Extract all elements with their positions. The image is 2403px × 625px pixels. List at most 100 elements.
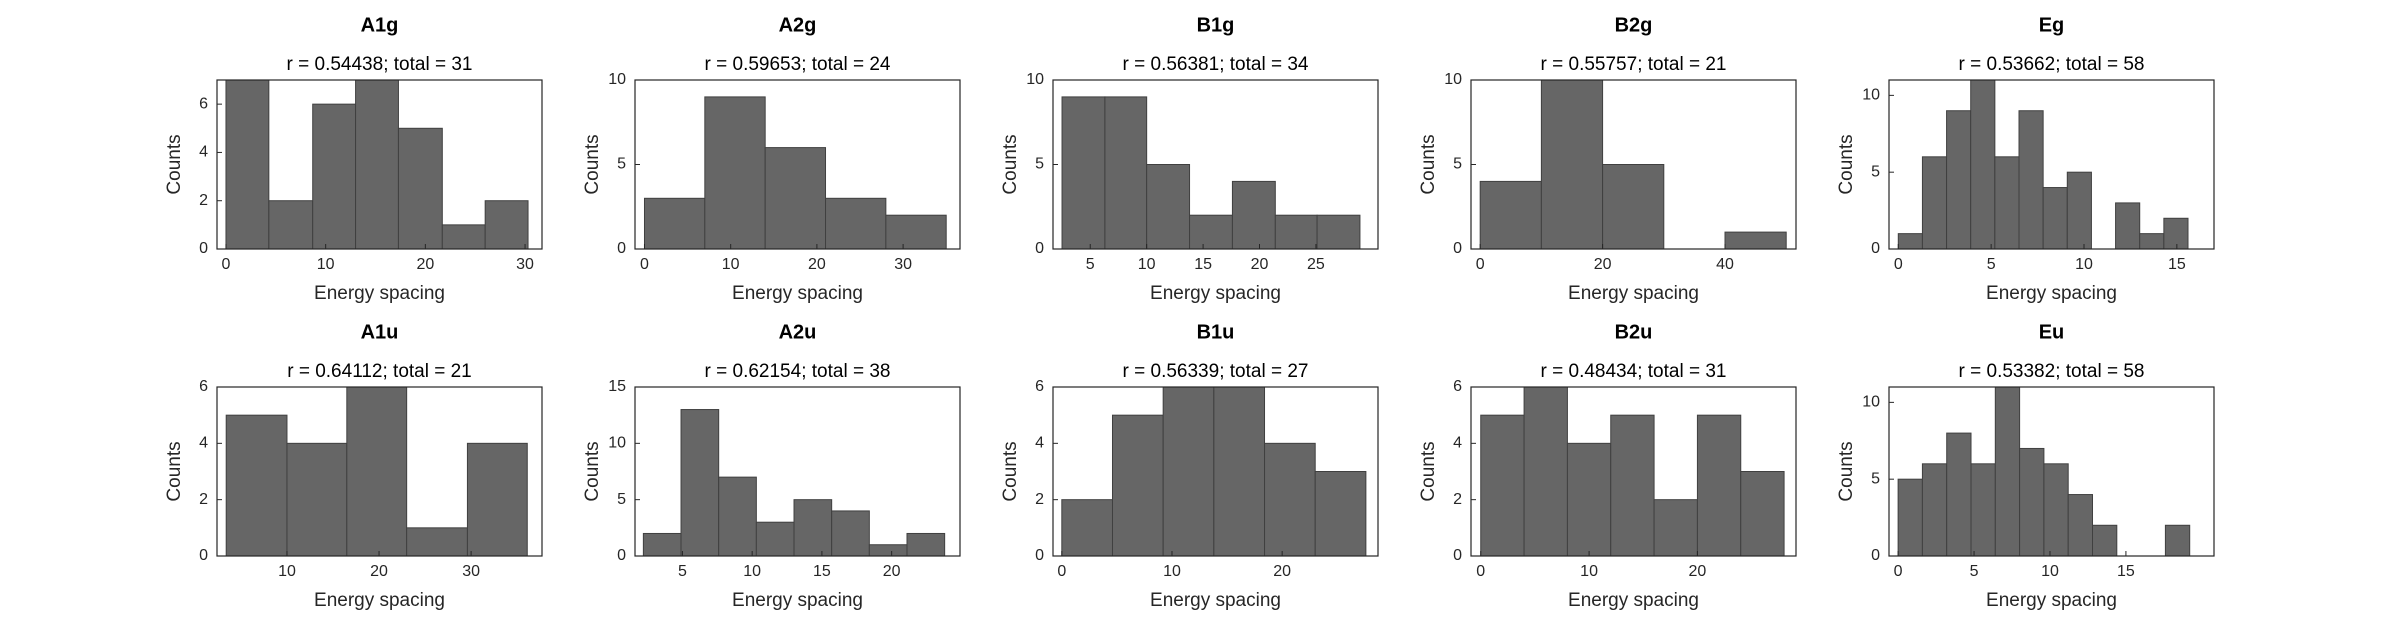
chart-title: B2g bbox=[1615, 14, 1653, 36]
bar bbox=[1314, 471, 1367, 557]
y-tick-label: 4 bbox=[199, 144, 208, 161]
chart-title: A1u bbox=[361, 321, 399, 343]
bar bbox=[1921, 463, 1948, 557]
bar bbox=[1061, 96, 1106, 250]
bar bbox=[704, 96, 766, 250]
bar bbox=[286, 442, 348, 557]
chart-subtitle: r = 0.53662; total = 58 bbox=[1959, 54, 2145, 75]
y-tick-label: 2 bbox=[1453, 491, 1462, 508]
axes-box bbox=[634, 386, 961, 557]
y-tick-label: 5 bbox=[1035, 156, 1044, 173]
bar bbox=[680, 409, 720, 557]
y-tick-label: 10 bbox=[1862, 87, 1880, 104]
y-axis-label: Counts bbox=[1418, 441, 1439, 501]
y-tick-label: 10 bbox=[608, 71, 626, 88]
y-tick-label: 2 bbox=[199, 491, 208, 508]
bar bbox=[1970, 79, 1996, 250]
y-axis-label: Counts bbox=[1000, 134, 1021, 194]
chart-title: B1g bbox=[1197, 14, 1235, 36]
chart-title: B1u bbox=[1197, 321, 1235, 343]
bar bbox=[2043, 463, 2069, 557]
y-tick-label: 10 bbox=[608, 435, 626, 452]
y-tick-label: 0 bbox=[1871, 240, 1880, 257]
bar bbox=[1146, 164, 1191, 250]
chart-subtitle: r = 0.48434; total = 31 bbox=[1541, 361, 1727, 382]
y-tick-label: 0 bbox=[1871, 547, 1880, 564]
y-tick-label: 6 bbox=[199, 95, 208, 112]
x-tick-label: 0 bbox=[1894, 256, 1903, 273]
x-axis-label: Energy spacing bbox=[314, 283, 445, 304]
y-tick-label: 10 bbox=[1026, 71, 1044, 88]
chart-subtitle: r = 0.62154; total = 38 bbox=[705, 361, 891, 382]
bar bbox=[764, 147, 827, 250]
y-tick-label: 6 bbox=[1453, 378, 1462, 395]
bar bbox=[831, 510, 870, 557]
bar bbox=[1897, 233, 1923, 250]
x-tick-label: 15 bbox=[813, 563, 831, 580]
y-tick-label: 10 bbox=[1444, 71, 1462, 88]
bar bbox=[642, 532, 682, 557]
bar bbox=[1189, 214, 1233, 250]
y-axis-label: Counts bbox=[164, 441, 185, 501]
chart-subtitle: r = 0.56339; total = 27 bbox=[1123, 361, 1309, 382]
bar bbox=[1994, 386, 2021, 557]
bar bbox=[1897, 478, 1923, 557]
bar bbox=[1610, 414, 1655, 557]
bar bbox=[1946, 110, 1972, 250]
x-tick-label: 10 bbox=[1580, 563, 1598, 580]
y-axis-label: Counts bbox=[582, 441, 603, 501]
y-tick-label: 6 bbox=[199, 378, 208, 395]
x-tick-label: 20 bbox=[1251, 256, 1269, 273]
x-tick-label: 10 bbox=[2075, 256, 2093, 273]
subplot: 0 5 10 15 0 5 10 Eg r = 0.53662; total = 58 Energ… bbox=[1836, 14, 2215, 304]
axes-box bbox=[1470, 386, 1797, 557]
bar bbox=[2139, 233, 2165, 250]
y-tick-label: 2 bbox=[199, 192, 208, 209]
y-tick-label: 0 bbox=[1035, 547, 1044, 564]
bar bbox=[484, 200, 529, 250]
bar bbox=[1231, 180, 1276, 250]
bar bbox=[1602, 164, 1665, 250]
bar bbox=[2042, 187, 2068, 250]
x-tick-label: 0 bbox=[1057, 563, 1066, 580]
y-axis-label: Counts bbox=[164, 134, 185, 194]
y-axis-label: Counts bbox=[1000, 441, 1021, 501]
subplot: 0 10 20 30 0 5 10 A2g r = 0.59653; total = 24 Ene… bbox=[582, 14, 961, 304]
chart-title: A2g bbox=[779, 14, 817, 36]
x-tick-label: 20 bbox=[883, 563, 901, 580]
y-tick-label: 0 bbox=[617, 240, 626, 257]
bar bbox=[1480, 414, 1525, 557]
y-tick-label: 5 bbox=[1871, 163, 1880, 180]
x-axis-label: Energy spacing bbox=[732, 590, 863, 611]
bar bbox=[1479, 180, 1542, 250]
x-tick-label: 0 bbox=[1476, 256, 1485, 273]
bar bbox=[1724, 231, 1787, 250]
bar bbox=[825, 197, 887, 250]
bar bbox=[1540, 79, 1604, 250]
x-tick-label: 20 bbox=[1273, 563, 1291, 580]
bar bbox=[2019, 447, 2045, 557]
y-tick-label: 0 bbox=[617, 547, 626, 564]
x-tick-label: 20 bbox=[416, 256, 434, 273]
bar bbox=[1213, 386, 1266, 557]
x-axis-label: Energy spacing bbox=[1568, 590, 1699, 611]
bar bbox=[1970, 463, 1996, 557]
bar bbox=[1104, 96, 1148, 250]
bar bbox=[2066, 171, 2092, 250]
x-tick-label: 0 bbox=[1894, 563, 1903, 580]
y-tick-label: 5 bbox=[617, 491, 626, 508]
bar bbox=[1946, 432, 1972, 557]
subplot: 0 20 40 0 5 10 B2g r = 0.55757; total = 21 Energ… bbox=[1418, 14, 1797, 304]
bar bbox=[346, 386, 408, 557]
x-tick-label: 0 bbox=[1476, 563, 1485, 580]
bar bbox=[1566, 442, 1612, 557]
chart-title: B2u bbox=[1615, 321, 1653, 343]
x-tick-label: 10 bbox=[278, 563, 296, 580]
bar bbox=[2163, 217, 2189, 250]
bar bbox=[1523, 386, 1568, 557]
x-tick-label: 5 bbox=[1987, 256, 1996, 273]
y-tick-label: 0 bbox=[199, 547, 208, 564]
axes-box bbox=[1052, 386, 1379, 557]
bar bbox=[1696, 414, 1742, 557]
bar bbox=[1061, 499, 1113, 557]
